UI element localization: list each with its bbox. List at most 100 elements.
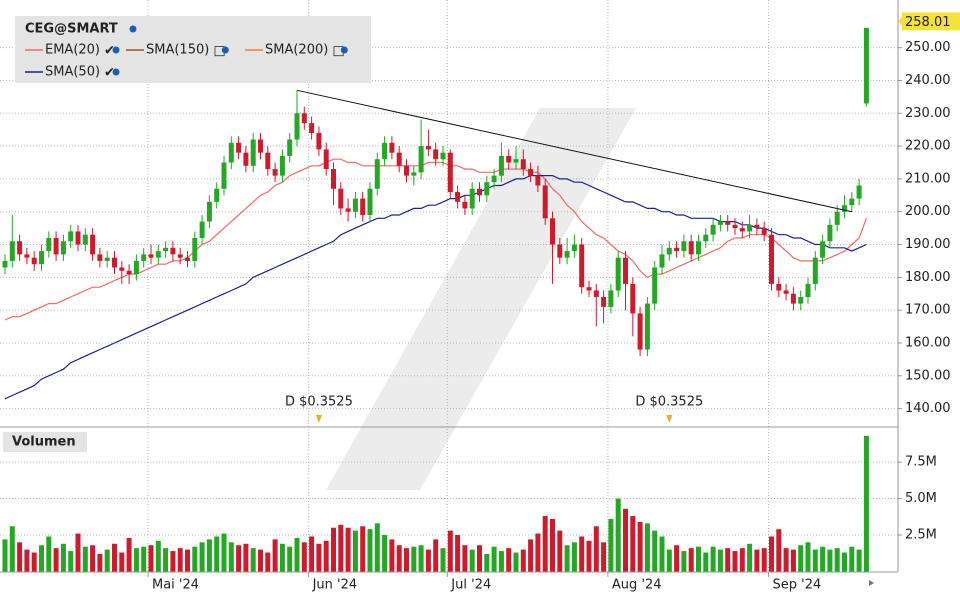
volume-bar bbox=[236, 545, 242, 572]
volume-bar bbox=[484, 553, 490, 572]
candle-body bbox=[688, 241, 694, 255]
legend-label: SMA(50) bbox=[45, 65, 100, 80]
candle-body bbox=[316, 132, 322, 150]
candle-body bbox=[644, 303, 650, 350]
volume-bar bbox=[367, 529, 373, 572]
volume-bar bbox=[294, 537, 300, 572]
volume-bar bbox=[287, 546, 293, 572]
candle-body bbox=[338, 188, 344, 209]
volume-bar bbox=[331, 527, 336, 572]
candle-body bbox=[374, 159, 380, 189]
volume-bar bbox=[535, 533, 541, 572]
candle-body bbox=[155, 251, 161, 258]
volume-bar bbox=[652, 530, 658, 572]
volume-bar bbox=[104, 549, 110, 572]
volume-bar bbox=[637, 521, 643, 572]
last-price-pointer bbox=[898, 15, 903, 28]
volume-bar bbox=[623, 508, 628, 572]
legend-toggle: ✔ bbox=[104, 66, 115, 81]
candle-body bbox=[126, 270, 132, 275]
y-tick-label: 150.00 bbox=[905, 368, 951, 383]
y-tick-label: 170.00 bbox=[905, 303, 951, 318]
candle-body bbox=[827, 224, 833, 242]
candle-body bbox=[520, 159, 526, 170]
volume-bar bbox=[68, 551, 74, 572]
volume-bar bbox=[520, 549, 526, 572]
candle-body bbox=[170, 247, 176, 255]
volume-bar bbox=[352, 530, 358, 572]
volume-bar bbox=[39, 545, 44, 572]
candle-body bbox=[258, 139, 263, 153]
volume-bar bbox=[769, 536, 774, 572]
volume-bar bbox=[477, 545, 482, 572]
candle-body bbox=[820, 241, 826, 258]
candle-body bbox=[863, 27, 869, 104]
candle-body bbox=[24, 254, 30, 258]
volume-bar bbox=[674, 545, 680, 572]
candle-body bbox=[717, 221, 723, 225]
legend-settings[interactable] bbox=[221, 46, 229, 54]
candle-body bbox=[389, 142, 395, 153]
candle-body bbox=[849, 198, 855, 206]
volume-bar bbox=[228, 542, 234, 572]
candle-body bbox=[82, 234, 88, 245]
y-tick-label: 7.5M bbox=[905, 455, 937, 470]
y-tick-label: 5.0M bbox=[905, 491, 937, 506]
candle-body bbox=[360, 198, 366, 215]
volume-bar bbox=[301, 542, 307, 572]
volume-bar bbox=[455, 535, 461, 572]
title-settings[interactable] bbox=[129, 25, 137, 33]
volume-bar bbox=[31, 552, 37, 572]
scroll-arrow[interactable] bbox=[869, 580, 874, 586]
x-tick-label: Mai '24 bbox=[152, 578, 199, 593]
volume-bar bbox=[863, 435, 869, 572]
candle-body bbox=[586, 287, 592, 291]
y-tick-label: 2.5M bbox=[905, 528, 937, 543]
volume-bar bbox=[644, 523, 650, 572]
candle-body bbox=[250, 139, 256, 166]
candle-body bbox=[206, 201, 212, 222]
volume-bar bbox=[805, 542, 811, 572]
legend-settings[interactable] bbox=[340, 46, 348, 54]
legend-label: EMA(20) bbox=[45, 43, 100, 58]
candle-body bbox=[396, 152, 402, 166]
volume-bar bbox=[498, 551, 504, 572]
volume-bar bbox=[842, 552, 847, 572]
candle-body bbox=[732, 224, 738, 229]
candle-body bbox=[798, 297, 804, 304]
candle-body bbox=[557, 244, 563, 258]
volume-bar bbox=[666, 549, 672, 572]
candle-body bbox=[783, 290, 789, 294]
candle-body bbox=[331, 169, 336, 189]
volume-bar bbox=[177, 548, 183, 572]
candle-body bbox=[550, 218, 555, 245]
volume-bar bbox=[396, 545, 402, 572]
candle-body bbox=[579, 244, 585, 288]
candle-body bbox=[192, 237, 198, 261]
candle-body bbox=[666, 247, 672, 255]
candle-body bbox=[265, 152, 271, 170]
candle-body bbox=[674, 247, 680, 252]
volume-bar bbox=[112, 543, 117, 572]
volume-bar bbox=[542, 516, 548, 572]
legend-settings[interactable] bbox=[112, 46, 120, 54]
chart-title: CEG@SMART bbox=[25, 22, 118, 37]
volume-bar bbox=[593, 526, 599, 572]
volume-bar bbox=[316, 543, 322, 572]
candle-body bbox=[90, 234, 96, 255]
volume-bar bbox=[199, 542, 205, 572]
candle-body bbox=[790, 293, 796, 304]
legend-toggle: □ bbox=[332, 44, 344, 59]
candle-body bbox=[564, 251, 570, 258]
candle-body bbox=[287, 139, 293, 156]
candle-body bbox=[455, 192, 461, 202]
volume-bar bbox=[185, 549, 190, 572]
legend-settings[interactable] bbox=[112, 68, 120, 76]
volume-bar bbox=[440, 548, 446, 572]
candle-body bbox=[345, 208, 351, 212]
candle-body bbox=[17, 241, 23, 255]
candle-body bbox=[433, 149, 439, 160]
volume-bar bbox=[586, 540, 592, 572]
candle-body bbox=[754, 224, 760, 229]
